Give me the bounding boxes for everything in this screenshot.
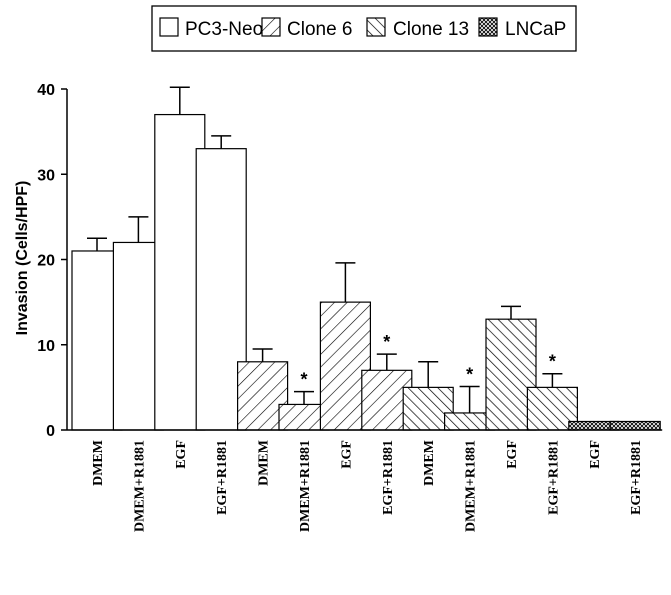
category-labels: DMEM DMEM+R1881 EGF EGF+R1881 DMEM DMEM+R1881… [91,440,644,532]
legend: PC3-Neo Clone 6 Clone 13 LNCaP [151,5,577,52]
x-tick-label: EGF [339,440,354,469]
x-tick-label: EGF+R1881 [546,440,561,515]
x-tick-label: EGF [174,440,189,469]
x-tick-label: DMEM [91,440,106,486]
legend-swatch-clone-13 [366,17,386,37]
y-tick-label: 10 [37,338,55,355]
x-tick-label: EGF+R1881 [215,440,230,515]
y-tick-label: 20 [37,253,55,270]
x-tick-label: EGF+R1881 [629,440,644,515]
legend-label-pc3-neo: PC3-Neo [185,19,263,40]
x-tick-label: DMEM+R1881 [464,440,479,532]
legend-swatch-clone-6 [261,17,281,37]
legend-label-lncap: LNCaP [505,19,566,40]
y-axis: 0 10 20 30 40 [37,82,68,440]
y-tick-label: 40 [37,82,55,99]
x-tick-label: DMEM+R1881 [132,440,147,532]
bars [71,113,661,431]
significance-star: * [466,365,473,385]
y-axis-title: Invasion (Cells/HPF) [14,181,31,336]
legend-swatch-pc3-neo [159,17,179,37]
legend-label-clone-6: Clone 6 [287,19,353,40]
x-tick-label: EGF+R1881 [381,440,396,515]
x-tick-label: DMEM [422,440,437,486]
legend-swatch-lncap [478,17,498,37]
x-tick-label: EGF [588,440,603,469]
legend-box [151,5,577,52]
significance-star: * [549,352,556,372]
significance-star: * [300,370,307,390]
significance-markers: * * * * [300,332,555,390]
y-tick-label: 0 [46,423,55,440]
error-bars [87,86,563,413]
bar [609,420,661,431]
significance-star: * [383,332,390,352]
x-tick-label: DMEM [257,440,272,486]
y-tick-label: 30 [37,167,55,184]
x-tick-label: EGF [505,440,520,469]
legend-label-clone-13: Clone 13 [393,19,469,40]
x-tick-label: DMEM+R1881 [298,440,313,532]
